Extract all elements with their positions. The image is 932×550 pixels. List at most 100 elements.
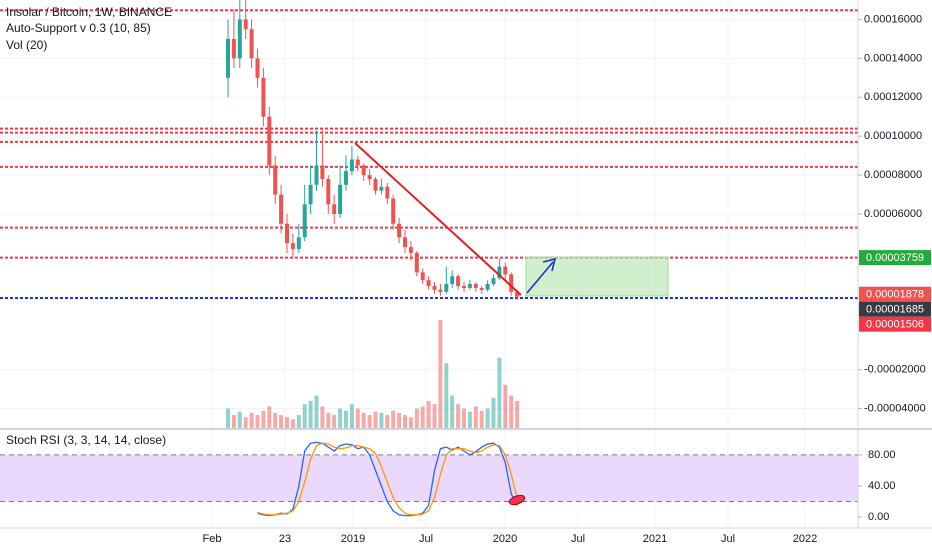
volume-bar xyxy=(515,401,520,428)
x-tick-label: 2022 xyxy=(793,533,817,545)
arrow-head xyxy=(542,257,557,272)
trend-line xyxy=(354,142,522,296)
levels xyxy=(0,9,858,299)
volume-bar xyxy=(326,412,331,428)
candle-body xyxy=(485,284,490,290)
volume-bar xyxy=(414,408,419,428)
candle-body xyxy=(438,289,443,292)
candle-body xyxy=(302,204,307,238)
candles xyxy=(226,0,520,300)
candle-body xyxy=(479,287,484,290)
candle-body xyxy=(249,29,254,59)
volume-bar xyxy=(231,415,236,428)
volume-bar xyxy=(349,404,354,428)
volume-bar xyxy=(267,406,272,428)
candle-body xyxy=(255,58,260,78)
candle-body xyxy=(344,171,348,185)
candle-body xyxy=(515,291,520,297)
candle-body xyxy=(432,285,437,290)
volume-bar xyxy=(426,401,431,428)
price-label: 0.00001878 xyxy=(866,289,924,301)
candle-body xyxy=(444,284,449,292)
volume-label: Vol (20) xyxy=(6,38,47,52)
volume-bar xyxy=(249,412,254,428)
x-tick-label: 2021 xyxy=(643,533,667,545)
rsi-line xyxy=(257,442,518,516)
y-tick-label: 0.00010000 xyxy=(864,130,922,142)
candle-body xyxy=(467,284,472,288)
candle-body xyxy=(226,38,230,78)
volume-bar xyxy=(397,412,402,428)
volume-bar xyxy=(302,404,307,428)
candle-body xyxy=(426,280,431,286)
candle-body xyxy=(326,178,331,205)
candle-body xyxy=(285,223,289,244)
volume-bar xyxy=(373,411,378,428)
volume-bar xyxy=(432,404,437,428)
volume-bar xyxy=(450,395,455,428)
arrow-shaft xyxy=(526,261,554,294)
x-tick-label: 2020 xyxy=(493,533,517,545)
candle-body xyxy=(267,116,272,166)
volume-bar xyxy=(361,412,366,428)
candle-body xyxy=(367,175,372,179)
volume-bar xyxy=(473,406,478,428)
candle-body xyxy=(290,243,295,250)
volume-bar xyxy=(355,408,360,428)
volume-bar xyxy=(444,363,449,428)
price-label-box xyxy=(859,316,931,332)
rsi-marker xyxy=(508,494,526,506)
candle-body xyxy=(456,276,461,286)
candle-body xyxy=(338,184,343,214)
price-label: 0.00001685 xyxy=(866,304,924,316)
candle-body xyxy=(473,284,478,288)
volume-bar xyxy=(503,384,508,428)
volume-bar xyxy=(332,415,337,428)
volume-bar xyxy=(462,408,466,428)
x-tick-label: 2019 xyxy=(341,533,365,545)
volume-bar xyxy=(467,411,472,428)
candle-body xyxy=(420,272,425,281)
candle-body xyxy=(385,186,390,199)
price-label: 0.00001506 xyxy=(866,319,924,331)
volume-bar xyxy=(308,401,313,428)
volume-bar xyxy=(491,397,496,428)
candle-body xyxy=(355,159,360,166)
volume-bar xyxy=(237,411,242,428)
candle-body xyxy=(273,165,278,195)
y-tick-label: 0.00 xyxy=(868,511,889,523)
candle-body xyxy=(279,194,284,224)
candle-body xyxy=(361,165,366,176)
candle-body xyxy=(332,204,337,214)
candle-body xyxy=(497,266,502,279)
rsi-band xyxy=(0,454,858,502)
rsi-line xyxy=(257,441,518,517)
volume-bar xyxy=(420,406,425,428)
candle-body xyxy=(231,38,236,59)
x-tick-label: Jul xyxy=(571,533,585,545)
volume-bar xyxy=(279,415,284,428)
volume-bar xyxy=(290,419,295,428)
volume-bar xyxy=(226,408,230,428)
candle-body xyxy=(261,77,266,117)
volume-bar xyxy=(367,415,372,428)
volume-bar xyxy=(379,412,384,428)
y-tick-label: 0.00014000 xyxy=(864,52,922,64)
y-tick-label: 40.00 xyxy=(868,480,896,492)
y-tick-label: 0.00008000 xyxy=(864,169,922,181)
volume-bar xyxy=(296,415,301,428)
candle-body xyxy=(237,19,242,59)
volume-bar xyxy=(391,410,396,428)
volume-bar xyxy=(509,395,514,428)
price-label: 0.00003759 xyxy=(866,252,924,264)
y-tick-label: 0.00016000 xyxy=(864,13,922,25)
x-tick-label: 23 xyxy=(279,533,291,545)
y-tick-label: -0.00004000 xyxy=(864,402,926,414)
chart-title: Insolar / Bitcoin, 1W, BINANCE xyxy=(6,5,172,19)
volume-bar xyxy=(344,410,348,428)
grid xyxy=(0,0,858,528)
candle-body xyxy=(450,276,455,285)
volume-bar xyxy=(497,357,502,428)
volume-bar xyxy=(403,415,407,428)
